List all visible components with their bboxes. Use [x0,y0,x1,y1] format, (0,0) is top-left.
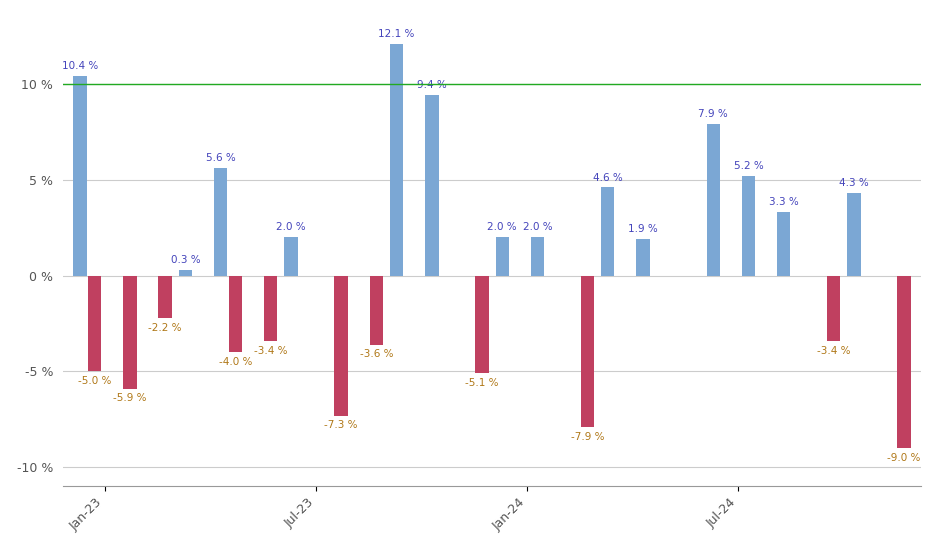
Text: 3.3 %: 3.3 % [769,197,799,207]
Text: 4.3 %: 4.3 % [839,178,869,188]
Bar [159,276,172,318]
Bar [228,276,243,352]
Bar [88,276,102,371]
Bar [264,276,277,341]
Bar [581,276,594,427]
Text: -5.0 %: -5.0 % [78,376,112,386]
Text: 7.9 %: 7.9 % [698,109,728,119]
Bar [636,239,650,276]
Text: 2.0 %: 2.0 % [276,222,306,233]
Text: -7.3 %: -7.3 % [324,420,358,430]
Bar [777,212,791,276]
Text: 10.4 %: 10.4 % [62,61,98,72]
Text: -9.0 %: -9.0 % [887,453,920,463]
Text: 5.2 %: 5.2 % [733,161,763,171]
Text: -7.9 %: -7.9 % [571,432,604,442]
Bar [179,270,193,276]
Text: -3.4 %: -3.4 % [817,345,851,355]
Bar [531,237,544,276]
Bar [73,76,86,276]
Bar [495,237,509,276]
Bar [847,193,861,276]
Bar [285,237,298,276]
Text: 2.0 %: 2.0 % [488,222,517,233]
Text: 2.0 %: 2.0 % [523,222,552,233]
Bar [475,276,489,373]
Text: 9.4 %: 9.4 % [417,80,446,91]
Bar [369,276,383,345]
Bar [601,188,615,276]
Bar [390,43,403,276]
Text: -5.1 %: -5.1 % [465,378,498,388]
Bar [827,276,840,341]
Text: 5.6 %: 5.6 % [206,153,236,163]
Bar [707,124,720,276]
Text: -3.6 %: -3.6 % [359,349,393,359]
Bar [214,168,227,276]
Bar [425,95,439,276]
Bar [335,276,348,416]
Bar [898,276,911,448]
Text: 12.1 %: 12.1 % [379,29,415,38]
Text: 0.3 %: 0.3 % [171,255,200,265]
Bar [123,276,136,389]
Text: 4.6 %: 4.6 % [593,173,622,183]
Bar [742,176,755,276]
Text: -2.2 %: -2.2 % [149,322,182,333]
Text: -4.0 %: -4.0 % [219,357,252,367]
Text: -3.4 %: -3.4 % [254,345,288,355]
Text: 1.9 %: 1.9 % [628,224,658,234]
Text: -5.9 %: -5.9 % [113,393,147,404]
